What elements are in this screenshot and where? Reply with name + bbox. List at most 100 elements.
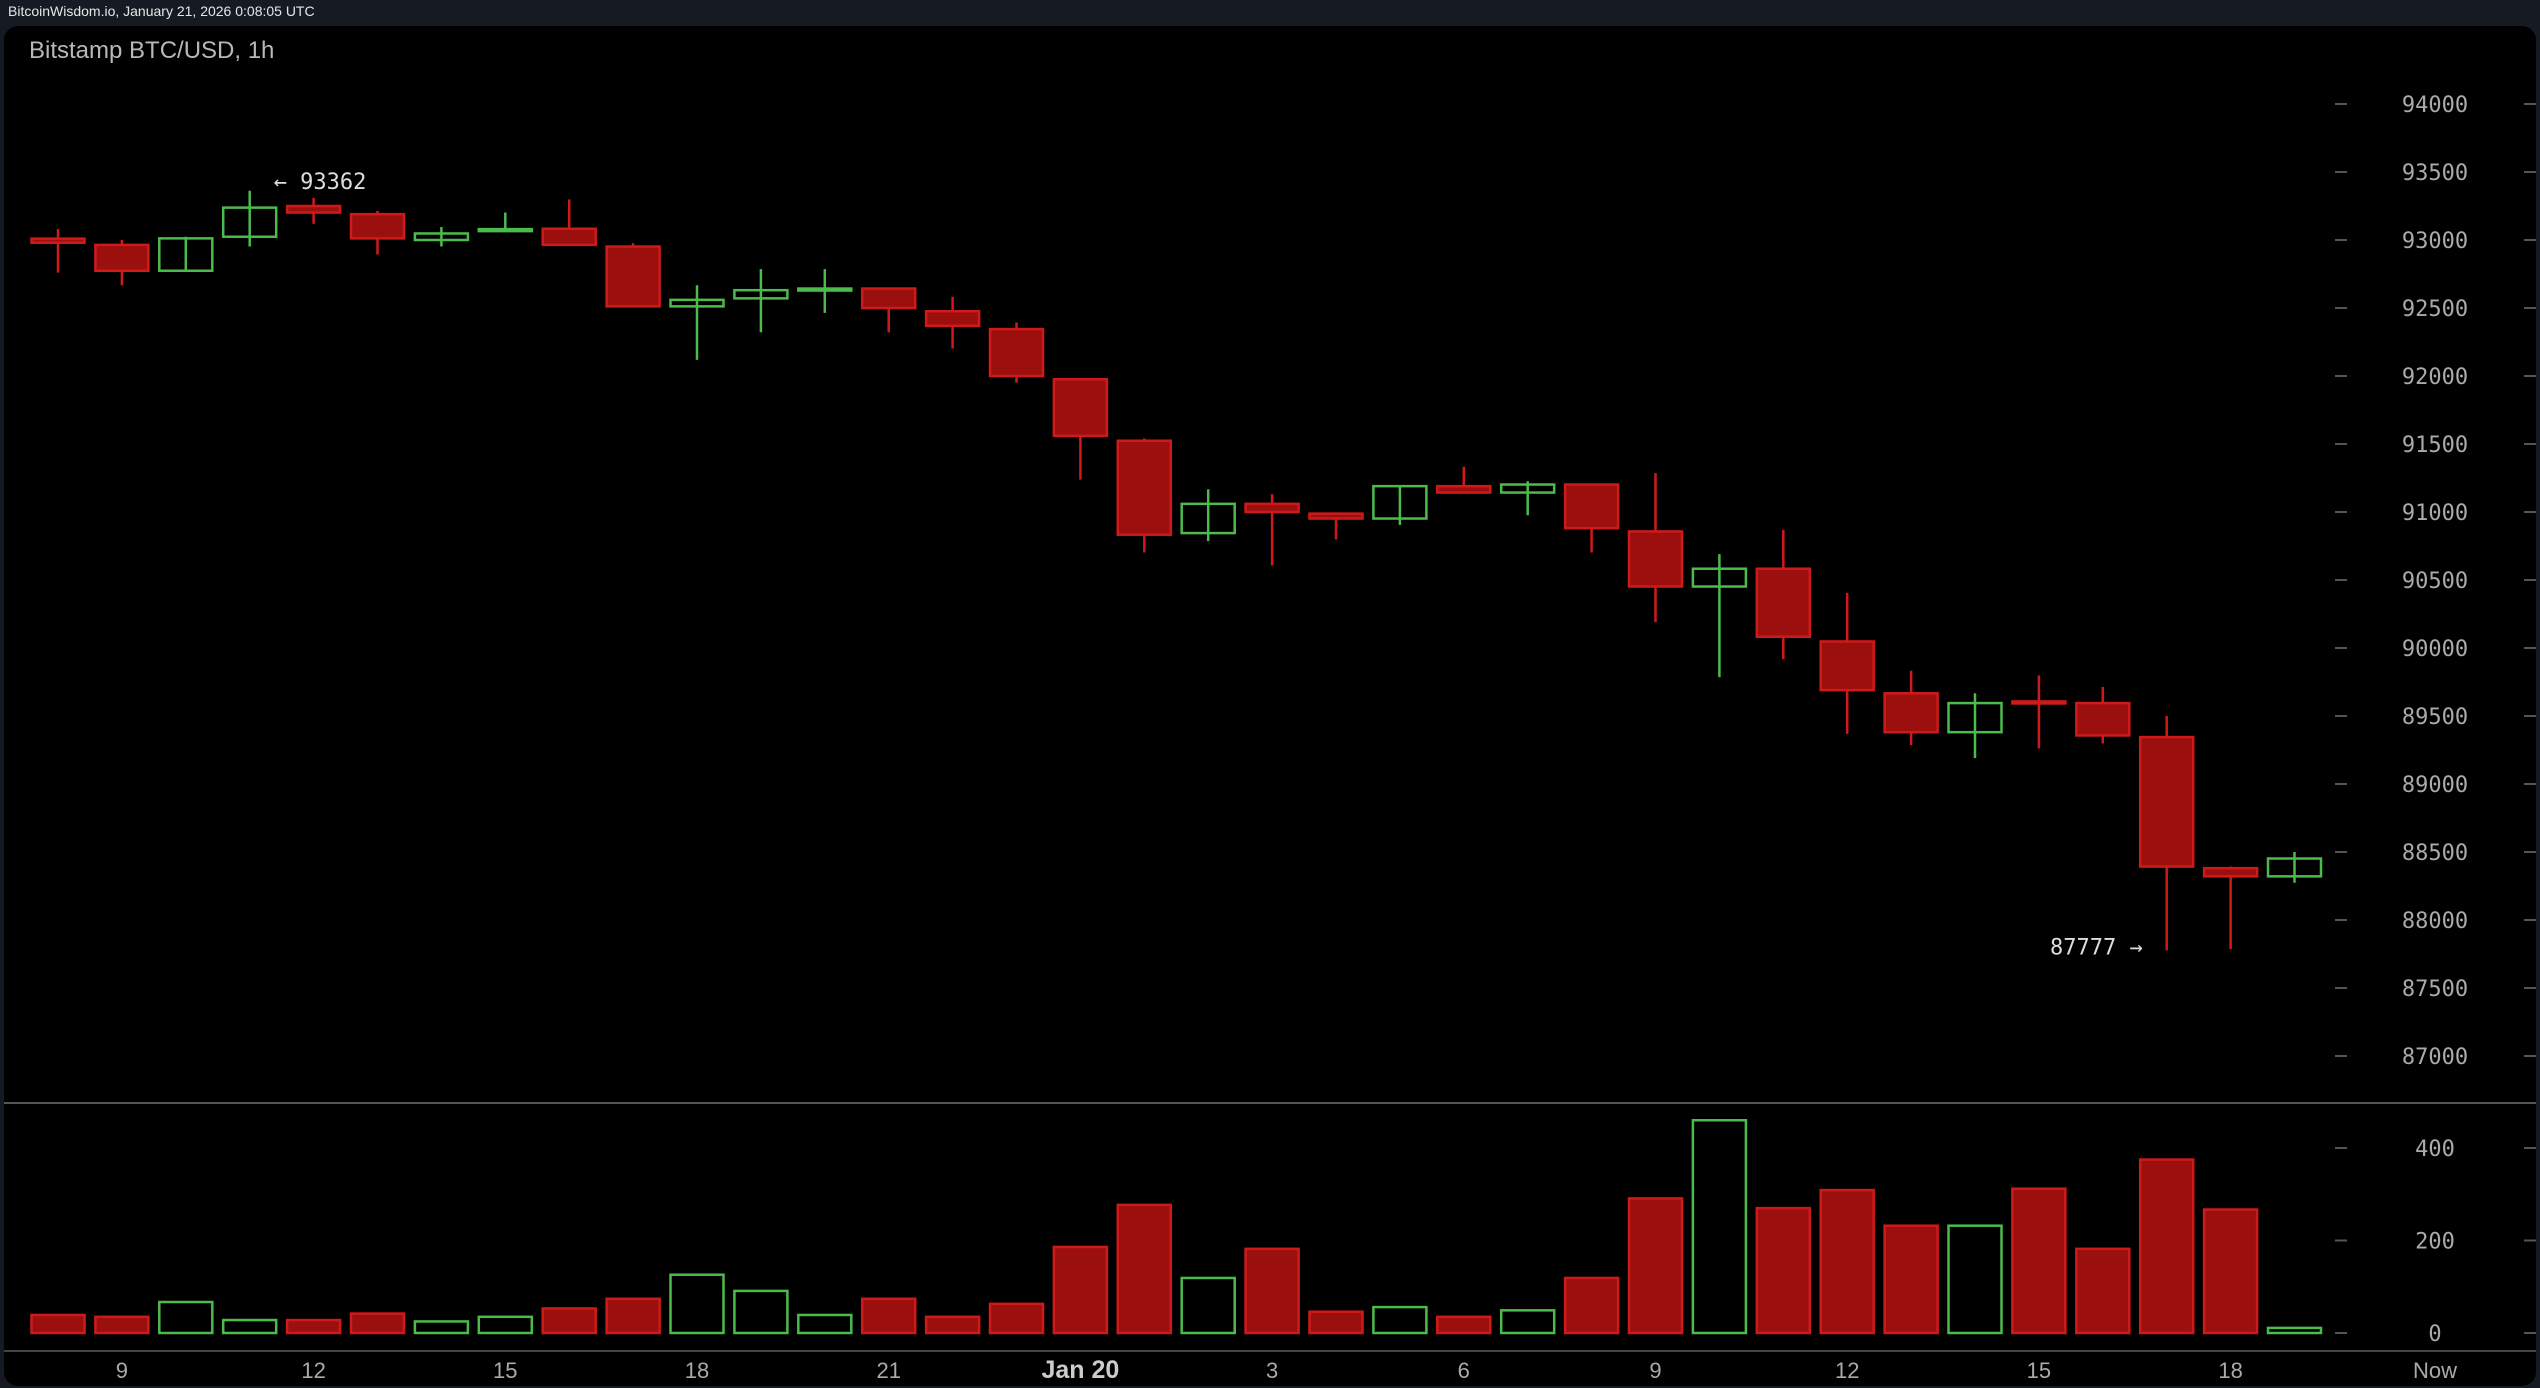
price-tick-label: 88500 [2402,841,2468,866]
candle-body-up [1180,502,1236,535]
volume-bar-up [1180,1276,1236,1335]
candle-body-up [797,287,853,292]
volume-bar-down [1563,1276,1620,1335]
candle-body-down [1052,378,1109,438]
price-tick-label: 88000 [2402,909,2468,934]
x-tick-label: 15 [2027,1358,2051,1383]
x-tick-label: 6 [1458,1358,1470,1383]
candle-body-up [733,288,789,300]
x-tick-label: Jan 20 [1041,1356,1119,1384]
volume-bar-down [988,1302,1045,1335]
price-tick-label: 89500 [2402,705,2468,730]
candle-body-down [988,327,1045,378]
volume-bar-up [221,1318,278,1335]
candle-body-up [413,232,470,242]
candle-body-down [1116,439,1173,536]
volume-tick-label: 400 [2415,1137,2455,1162]
volume-bar-down [924,1315,981,1335]
source-timestamp: BitcoinWisdom.io, January 21, 2026 0:08:… [8,3,315,19]
price-tick-label: 90500 [2402,569,2468,594]
volume-bar-up [669,1273,725,1335]
volume-bar-up [413,1320,470,1335]
volume-bar-down [30,1313,86,1335]
x-tick-label: 15 [493,1358,517,1383]
candle-body-down [2202,866,2259,878]
volume-bar-up [797,1313,853,1335]
candle-body-up [477,227,534,233]
candle-body-down [1436,484,1492,494]
volume-tick-label: 0 [2428,1322,2441,1347]
x-tick-label: Now [2413,1358,2457,1383]
x-tick-label: 3 [1266,1358,1278,1383]
volume-bar-down [2011,1187,2067,1335]
volume-bar-down [2075,1247,2131,1335]
price-tick-label: 91500 [2402,433,2468,458]
candle-body-up [1499,483,1556,494]
volume-tick-label: 200 [2415,1230,2455,1255]
x-tick-label: 9 [116,1358,128,1383]
volume-bar-down [605,1297,661,1335]
candle-body-down [1819,640,1875,692]
volume-bar-up [1947,1224,2003,1335]
extreme-price-annotation: ← 93362 [274,170,367,195]
candle-body-down [1755,567,1812,638]
volume-bar-down [860,1297,917,1335]
extreme-price-annotation: 87777 → [2050,935,2143,960]
candle-body-up [2266,857,2323,878]
volume-bar-up [1499,1309,1556,1335]
candle-body-up [669,298,725,308]
volume-bar-up [2266,1326,2323,1335]
volume-bar-down [349,1312,406,1335]
candle-body-up [1947,701,2003,734]
candle-body-up [1372,484,1428,520]
candle-body-down [924,310,981,328]
candle-body-down [605,245,661,308]
price-tick-label: 90000 [2402,637,2468,662]
volume-bar-down [1883,1224,1939,1335]
candle-body-down [2138,735,2195,868]
volume-bar-down [94,1315,150,1335]
price-tick-label: 87500 [2402,977,2468,1002]
candle-body-up [221,206,278,238]
volume-bar-up [1691,1119,1748,1335]
x-tick-label: 12 [301,1358,325,1383]
price-tick-label: 93500 [2402,161,2468,186]
candle-body-down [1308,512,1364,520]
volume-bar-down [1116,1203,1173,1335]
candle-body-down [94,243,150,272]
candle-body-down [1244,502,1300,514]
volume-bar-down [2202,1208,2259,1335]
price-tick-label: 91000 [2402,501,2468,526]
candle-body-down [1627,530,1684,588]
price-tick-label: 92500 [2402,297,2468,322]
price-tick-label: 92000 [2402,365,2468,390]
candle-body-down [541,227,597,247]
candle-body-down [349,212,406,240]
candle-body-down [285,204,342,214]
volume-bar-down [1755,1206,1812,1335]
volume-bar-down [285,1318,342,1335]
candle-body-up [158,237,214,272]
candle-body-down [1883,692,1939,734]
volume-bar-down [1308,1310,1364,1335]
candle-body-down [1563,483,1620,530]
volume-bar-up [1372,1305,1428,1335]
price-tick-label: 94000 [2402,93,2468,118]
volume-bar-up [733,1289,789,1335]
volume-bar-down [1819,1188,1875,1335]
x-tick-label: 18 [2218,1358,2242,1383]
volume-bar-up [477,1315,534,1335]
price-tick-label: 89000 [2402,773,2468,798]
chart-title: Bitstamp BTC/USD, 1h [29,37,275,64]
candle-body-down [2075,701,2131,737]
candle-body-down [30,237,86,244]
volume-bar-down [1627,1197,1684,1335]
volume-bar-down [1244,1247,1300,1335]
candle-body-down [860,287,917,310]
price-tick-label: 87000 [2402,1045,2468,1070]
volume-bar-down [1436,1315,1492,1335]
volume-bar-down [2138,1158,2195,1335]
price-tick-label: 93000 [2402,229,2468,254]
x-tick-label: 9 [1649,1358,1661,1383]
